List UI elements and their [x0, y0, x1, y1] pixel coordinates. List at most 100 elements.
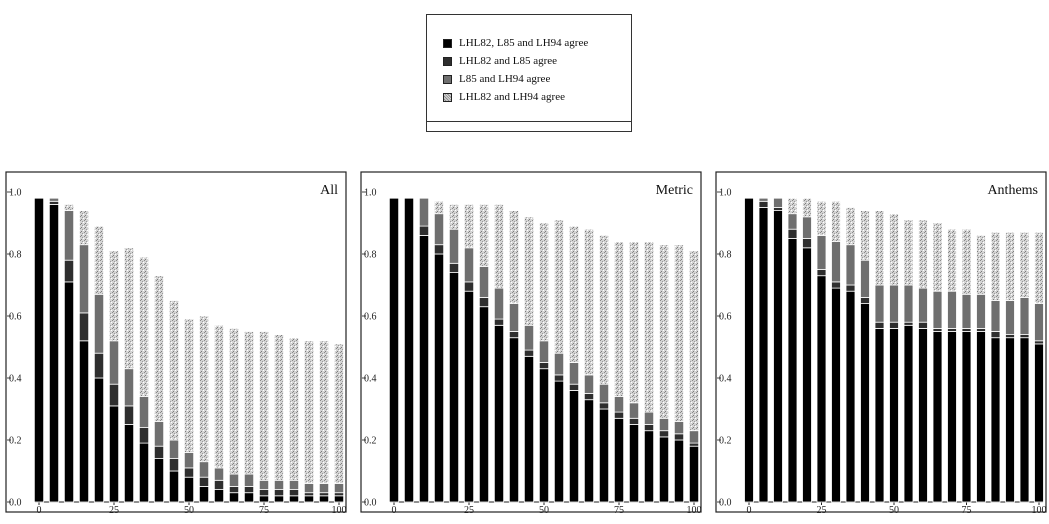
bar-segment	[168, 300, 180, 441]
bar-segment	[613, 241, 625, 398]
x-tick-label: 100	[687, 505, 702, 516]
bar-segment	[628, 402, 640, 419]
bar-segment	[273, 495, 285, 503]
bar-segment	[583, 399, 595, 503]
bar-segment	[93, 377, 105, 503]
bar-segment	[598, 408, 610, 503]
bar-segment	[673, 439, 685, 503]
bar-segment	[538, 368, 550, 503]
x-tick-label: 50	[539, 505, 549, 516]
bar-segment	[303, 492, 315, 497]
bar-segment	[478, 265, 490, 298]
bar-segment	[168, 470, 180, 503]
bar-segment	[153, 420, 165, 447]
legend-label: LHL82, L85 and LH94 agree	[459, 37, 589, 49]
bar-segment	[816, 234, 827, 270]
bar-segment	[418, 234, 430, 503]
bar-segment	[932, 327, 943, 332]
bar-segment	[538, 340, 550, 363]
bar-segment	[318, 495, 330, 503]
bar-segment	[990, 331, 1001, 339]
bar-segment	[318, 492, 330, 497]
bar-segment	[802, 238, 812, 249]
bar-segment	[961, 293, 972, 329]
y-tick-label: 0.0	[364, 498, 377, 509]
bar-segment	[802, 197, 812, 218]
chart-panel: 0.0 0.2 0.4 0.6 0.8 1.0 0 25 50 75 100 Metric	[360, 171, 702, 516]
bar-segment	[845, 284, 856, 292]
bar-segment	[1005, 334, 1015, 339]
bar-segment	[889, 284, 899, 323]
bar-segment	[947, 327, 957, 332]
x-tick-label: 25	[109, 505, 119, 516]
bar-segment	[758, 207, 769, 503]
bar-segment	[613, 411, 625, 419]
bar-segment	[523, 349, 535, 357]
bar-segment	[318, 340, 330, 484]
bar-segment	[1005, 231, 1015, 301]
bar-segment	[198, 476, 210, 487]
bar-segment	[523, 355, 535, 503]
bar-segment	[874, 327, 885, 503]
bar-segment	[63, 210, 75, 261]
y-tick-label: 0.2	[364, 436, 377, 447]
bar-segment	[48, 197, 60, 202]
bar-segment	[288, 495, 300, 503]
bar-segment	[448, 228, 460, 264]
bar-segment	[918, 287, 928, 323]
legend-item: LHL82 and L85 agree	[443, 53, 557, 69]
bar-segment	[874, 321, 885, 329]
bar-segment	[433, 244, 445, 255]
bar-segment	[889, 327, 899, 503]
y-tick-label: 1.0	[9, 188, 22, 199]
legend-swatch	[443, 74, 452, 84]
chart-panel: 0.0 0.2 0.4 0.6 0.8 1.0 0 25 50 75 100 All	[5, 171, 347, 516]
legend-swatch	[443, 56, 452, 66]
x-tick-label: 25	[464, 505, 474, 516]
bar-segment	[860, 210, 870, 261]
bar-segment	[538, 362, 550, 370]
bar-segment	[553, 219, 565, 354]
bar-segment	[478, 296, 490, 308]
bar-segment	[947, 228, 957, 292]
bar-segment	[213, 479, 225, 490]
bar-segment	[643, 430, 655, 503]
bar-segment	[1034, 231, 1044, 305]
y-tick-label: 1.0	[719, 188, 732, 199]
bar-segment	[613, 417, 625, 503]
bar-segment	[433, 253, 445, 503]
bar-segment	[198, 315, 210, 463]
legend-item: LHL82 and LH94 agree	[443, 89, 565, 105]
bar-segment	[874, 284, 885, 323]
bar-segment	[918, 219, 928, 289]
bar-segment	[478, 306, 490, 503]
bar-segment	[63, 203, 75, 211]
bar-segment	[990, 231, 1001, 301]
y-tick-label: 0.2	[9, 436, 22, 447]
bar-segment	[93, 225, 105, 295]
bar-segment	[78, 340, 90, 503]
bar-segment	[1034, 303, 1044, 342]
bar-segment	[643, 424, 655, 432]
bar-segment	[508, 331, 520, 339]
bar-segment	[1034, 343, 1044, 503]
legend-item: LHL82, L85 and LH94 agree	[443, 35, 588, 51]
bar-segment	[831, 281, 841, 289]
bar-segment	[932, 290, 943, 329]
bar-segment	[228, 492, 240, 503]
bar-segment	[213, 324, 225, 469]
chart-panel: 0.0 0.2 0.4 0.6 0.8 1.0 0 25 50 75 100 Anthems	[715, 171, 1047, 516]
y-tick-label: 0.8	[364, 250, 377, 261]
bar-segment	[508, 337, 520, 503]
bar-segment	[583, 374, 595, 394]
y-tick-label: 0.8	[9, 250, 22, 261]
bar-segment	[658, 430, 670, 438]
bar-segment	[198, 461, 210, 478]
legend-label: LHL82 and LH94 agree	[459, 91, 565, 103]
bar-segment	[932, 331, 943, 503]
bar-segment	[123, 368, 135, 407]
bar-segment	[153, 445, 165, 460]
bar-segment	[243, 492, 255, 503]
bar-segment	[976, 234, 986, 295]
bar-segment	[918, 327, 928, 503]
